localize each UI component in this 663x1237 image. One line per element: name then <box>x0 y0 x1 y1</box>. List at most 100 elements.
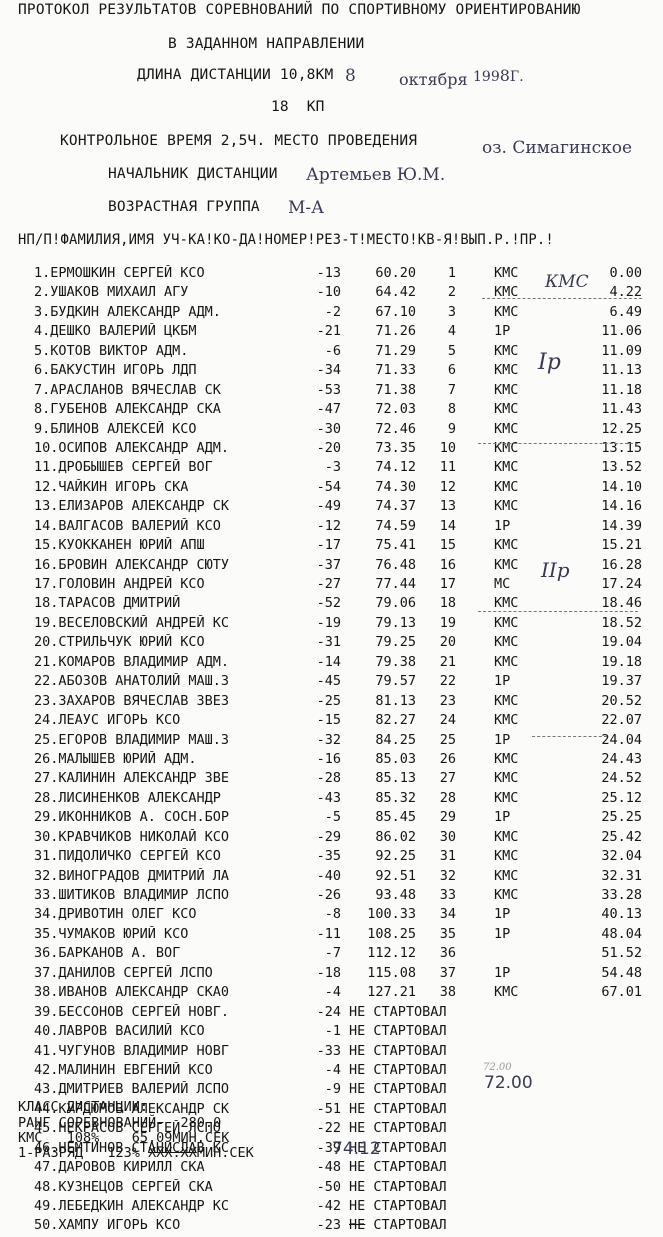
participant-name: 12.ЧАЙКИН ИГОРЬ СКА <box>34 478 189 495</box>
qualification: КМС <box>494 828 519 845</box>
participant-name: 20.СТРИЛЬЧУК ЮРИЙ КСО <box>34 634 205 651</box>
table-row: 4.ДЕШКО ВАЛЕРИЙ ЦКБМ -21 71.26 4 1Р 11.06 <box>0 323 663 342</box>
control-card-code: -13 <box>316 265 341 281</box>
participant-name: 18.ТАРАСОВ ДМИТРИЙ <box>34 595 181 612</box>
age-group-label: ВОЗРАСТНАЯ ГРУППА <box>108 199 260 215</box>
place: 29 <box>439 809 456 826</box>
control-card-code: -43 <box>316 789 341 806</box>
control-card-code: -28 <box>316 770 341 787</box>
table-row: 36.БАРКАНОВ А. ВОГ -7 112.12 36 51.52 <box>0 945 663 964</box>
result-time: 115.08 <box>367 964 416 981</box>
checkpoint-count: 18 КП <box>271 99 325 115</box>
table-row: 7.АРАСЛАНОВ ВЯЧЕСЛАВ СК -53 71.38 7 КМС 11.18 <box>0 382 663 401</box>
control-card-code: -51 <box>316 1100 341 1117</box>
percent-behind: 19.37 <box>601 673 642 690</box>
result-time: 77.44 <box>375 576 416 592</box>
competition-rank: РАНГ СОРЕВНОВАНИЙ- 280.0 <box>18 1115 222 1131</box>
table-row: 9.БЛИНОВ АЛЕКСЕЙ КСО -30 72.46 9 КМС 12.25 <box>0 421 663 440</box>
result-time: 85.32 <box>375 789 416 806</box>
control-card-code: -6 <box>324 342 341 359</box>
table-row: 38.ИВАНОВ АЛЕКСАНДР СКА0 -4 127.21 38 КМС 67.… <box>0 984 663 1003</box>
venue: оз. Симагинское <box>482 138 633 158</box>
start-status: НЕ СТАРТОВАЛ <box>349 1198 447 1214</box>
director-label: НАЧАЛЬНИК ДИСТАНЦИИ <box>108 166 278 182</box>
control-card-code: -18 <box>316 964 341 981</box>
table-row-dns: 44.КУРДЮМОВ АЛЕКСАНДР СК -51 НЕ СТАРТОВАЛ <box>0 1101 663 1120</box>
table-row: 34.ДРИВОТИН ОЛЕГ КСО -8 100.33 34 1Р 40.13 <box>0 906 663 925</box>
participant-name: 1.ЕРМОШКИН СЕРГЕЙ КСО <box>34 265 205 281</box>
control-card-code: -19 <box>316 614 341 631</box>
participant-name: 16.БРОВИН АЛЕКСАНДР СЮТУ <box>34 556 230 573</box>
status-text: НЕ СТАРТОВАЛ <box>349 1061 447 1078</box>
qualification: КМС <box>494 401 519 418</box>
status-text: НЕ СТАРТОВАЛ <box>349 1081 447 1098</box>
place: 5 <box>447 342 456 359</box>
status-text: СТАРТОВАЛ <box>373 1217 447 1234</box>
participant-name: 38.ИВАНОВ АЛЕКСАНДР СКА0 <box>34 984 230 1001</box>
result-time: 71.33 <box>375 362 416 379</box>
control-card-code: -23 <box>316 1217 341 1234</box>
participant-name: 39.БЕССОНОВ СЕРГЕЙ НОВГ. <box>34 1003 230 1020</box>
participant-name: 27.КАЛИНИН АЛЕКСАНДР ЗВЕ <box>34 770 230 787</box>
result-time: 76.48 <box>375 556 416 573</box>
participant-name: 6.БАКУСТИН ИГОРЬ ЛДП <box>34 362 197 379</box>
qualification: КМС <box>494 265 519 281</box>
participant-name: 26.МАЛЫШЕВ ЮРИЙ АДМ. <box>34 750 197 767</box>
status-text: НЕ СТАРТОВАЛ <box>349 1042 447 1059</box>
first-category-prefix: 1-РАЗРЯД 123% <box>18 1145 140 1161</box>
control-card-code: -10 <box>316 284 341 301</box>
distance-class-label: КЛАСС ДИСТАНЦИИ: <box>18 1099 149 1115</box>
result-time: 127.21 <box>367 984 416 1001</box>
table-row-dns: 41.ЧУГУНОВ ВЛАДИМИР НОВГ -33 НЕ СТАРТОВАЛ <box>0 1043 663 1062</box>
control-card-code: -9 <box>324 1081 341 1098</box>
place: 19 <box>439 614 456 631</box>
result-time: 79.57 <box>375 673 416 690</box>
percent-behind: 11.43 <box>601 401 642 418</box>
percent-behind: 14.39 <box>601 517 642 534</box>
qualification: КМС <box>494 848 519 865</box>
participant-name: 7.АРАСЛАНОВ ВЯЧЕСЛАВ СК <box>34 381 221 398</box>
first-category-norm: 1-РАЗРЯД 123% XXX.XXМИН.СЕК <box>18 1145 254 1161</box>
status-text: НЕ СТАРТОВАЛ <box>349 1023 447 1040</box>
status-text: НЕ СТАРТОВАЛ <box>349 1159 447 1176</box>
table-row-dns: 40.ЛАВРОВ ВАСИЛИЙ КСО -1 НЕ СТАРТОВАЛ <box>0 1023 663 1042</box>
place: 1 <box>447 265 456 281</box>
result-time: 71.29 <box>375 342 416 359</box>
participant-name: 47.ДАРОВОВ КИРИЛЛ СКА <box>34 1159 205 1176</box>
table-row: 8.ГУБЕНОВ АЛЕКСАНДР СКА -47 72.03 8 КМС 11.43 <box>0 401 663 420</box>
participant-name: 28.ЛИСИНЕНКОВ АЛЕКСАНДР <box>34 789 221 806</box>
participant-name: 37.ДАНИЛОВ СЕРГЕЙ ЛСПО <box>34 964 213 981</box>
participant-name: 32.ВИНОГРАДОВ ДМИТРИЙ ЛА <box>34 867 230 884</box>
percent-behind: 6.49 <box>609 303 642 320</box>
separator-line <box>478 611 638 612</box>
participant-name: 44.КУРДЮМОВ АЛЕКСАНДР СК <box>34 1100 230 1117</box>
table-row: 14.ВАЛГАСОВ ВАЛЕРИЙ КСО -12 74.59 14 1Р 14.39 <box>0 518 663 537</box>
qualification: 1Р <box>494 673 511 690</box>
handwritten-rank-1: Iр <box>538 350 561 375</box>
table-row: 35.ЧУМАКОВ ЮРИЙ КСО -11 108.25 35 1Р 48.04 <box>0 926 663 945</box>
qualification: КМС <box>494 712 519 729</box>
table-row-dns: 50.ХАМПУ ИГОРЬ КСО -23 НЕ СТАРТОВАЛ <box>0 1217 663 1236</box>
qualification: КМС <box>494 420 519 437</box>
table-row: 21.КОМАРОВ ВЛАДИМИР АДМ. -14 79.38 21 КМС 19.… <box>0 654 663 673</box>
participant-name: 31.ПИДОЛИЧКО СЕРГЕЙ КСО <box>34 848 221 865</box>
control-card-code: -49 <box>316 498 341 515</box>
place: 28 <box>439 789 456 806</box>
percent-behind: 15.21 <box>601 537 642 554</box>
control-card-code: -53 <box>316 381 341 398</box>
participant-name: 10.ОСИПОВ АЛЕКСАНДР АДМ. <box>34 439 230 456</box>
result-time: 74.37 <box>375 498 416 515</box>
participant-name: 15.КУОККАНЕН ЮРИЙ АПШ <box>34 537 205 554</box>
percent-behind: 0.00 <box>609 265 642 281</box>
qualification: 1Р <box>494 925 511 942</box>
result-time: 86.02 <box>375 828 416 845</box>
percent-behind: 18.46 <box>601 595 642 612</box>
qualification: КМС <box>494 342 519 359</box>
participant-name: 50.ХАМПУ ИГОРЬ КСО <box>34 1217 181 1234</box>
result-time: 112.12 <box>367 945 416 962</box>
handwritten-total-faint: 72.00 <box>483 1062 512 1073</box>
qualification: КМС <box>494 789 519 806</box>
qualification: МС <box>494 576 511 592</box>
control-card-code: -52 <box>316 595 341 612</box>
percent-behind: 67.01 <box>601 984 642 1001</box>
